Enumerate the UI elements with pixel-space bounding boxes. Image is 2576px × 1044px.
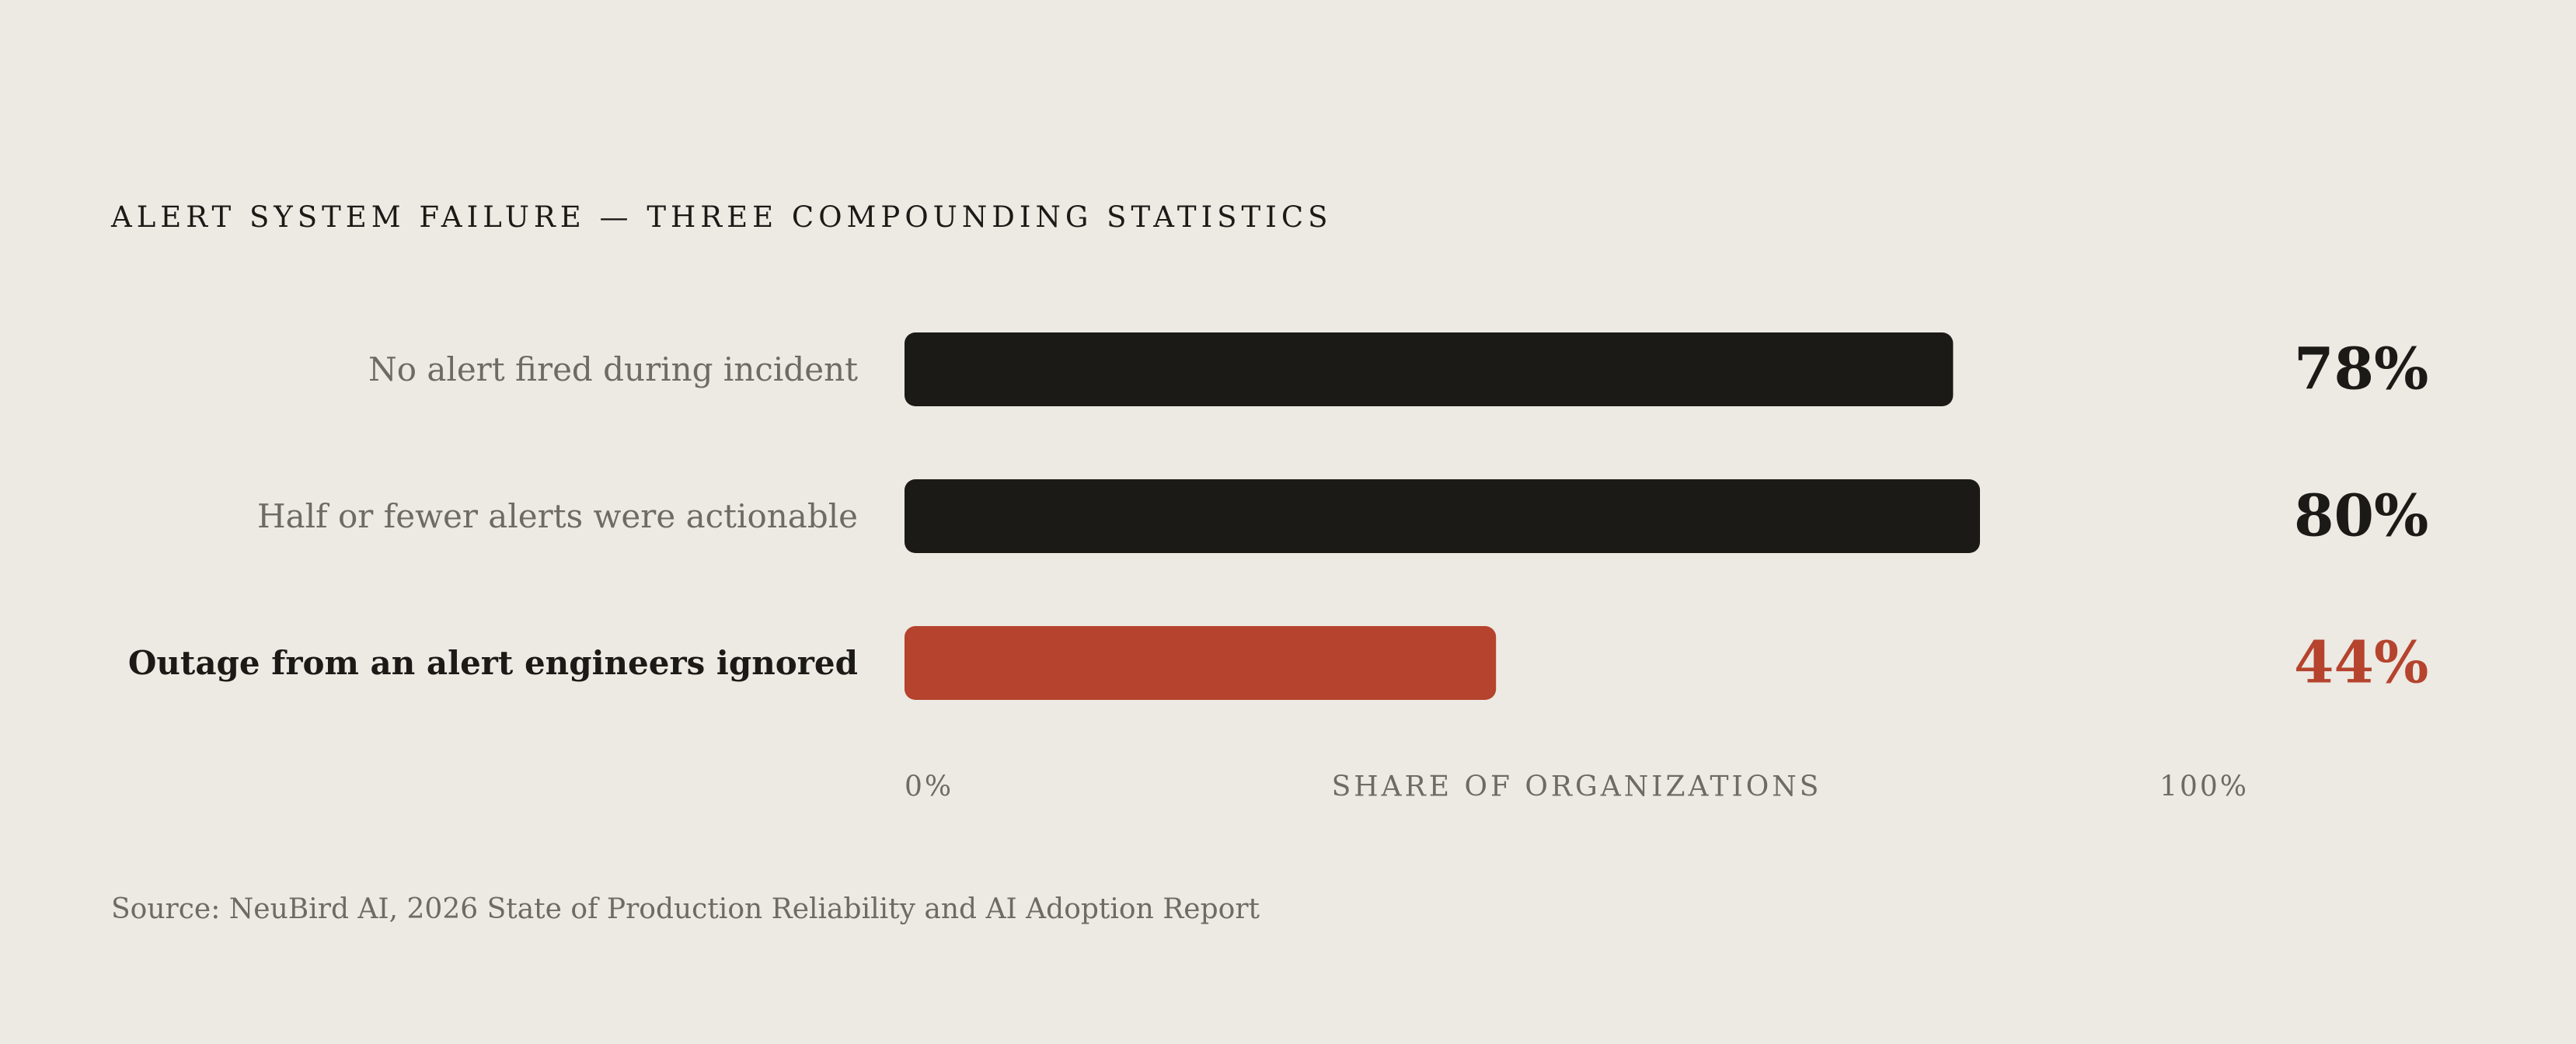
- source-note: Source: NeuBird AI, 2026 State of Produc…: [111, 893, 1260, 925]
- category-label: No alert fired during incident: [368, 350, 858, 388]
- value-label: 44%: [2294, 630, 2428, 697]
- bar: [905, 626, 1497, 700]
- category-label: Half or fewer alerts were actionable: [257, 497, 858, 535]
- category-label: Outage from an alert engineers ignored: [128, 644, 858, 682]
- x-tick-label: 0%: [905, 771, 953, 803]
- value-label: 80%: [2294, 483, 2428, 550]
- value-label: 78%: [2294, 336, 2428, 403]
- chart-title: ALERT SYSTEM FAILURE — THREE COMPOUNDING…: [111, 200, 1333, 234]
- x-tick-label: 100%: [2159, 771, 2249, 803]
- x-axis-label: SHARE OF ORGANIZATIONS: [1332, 771, 1822, 803]
- bar: [905, 479, 1980, 553]
- bar: [905, 332, 1954, 406]
